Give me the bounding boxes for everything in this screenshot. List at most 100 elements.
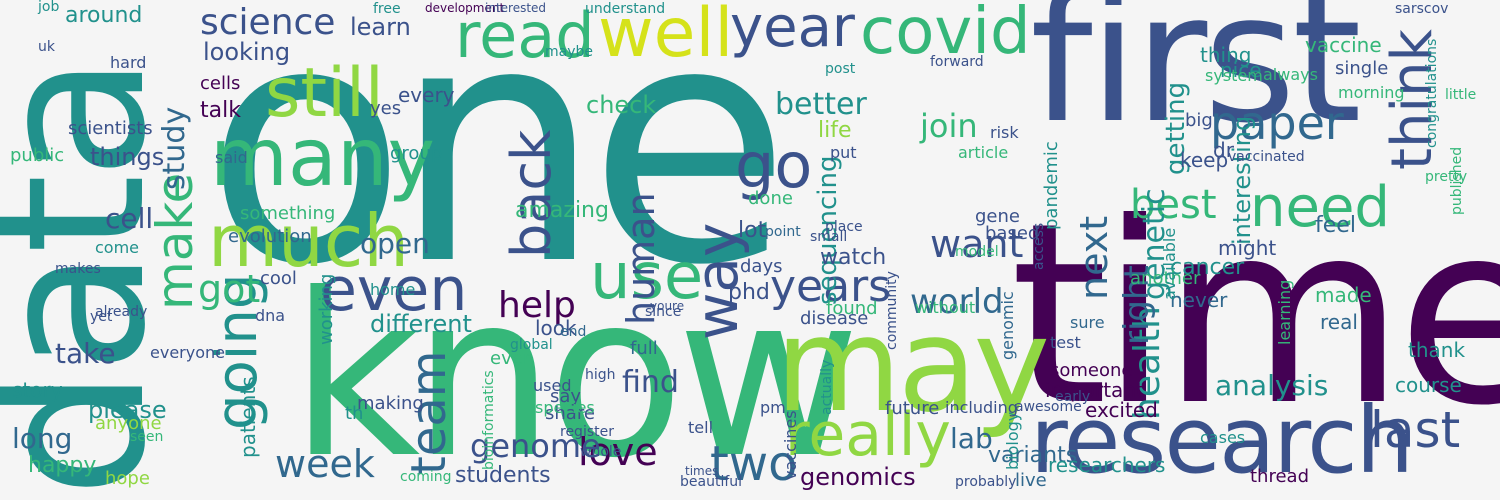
word-made: made (1315, 283, 1372, 307)
word-covid: covid (860, 0, 1031, 69)
word-uk: uk (38, 39, 55, 55)
word-researchers: researchers (1048, 453, 1166, 477)
word-love: love (578, 430, 658, 474)
word-point: point (765, 224, 801, 240)
word-genomics: genomics (800, 463, 916, 491)
word-patients: patients (236, 376, 260, 458)
word-awesome: awesome (1015, 399, 1082, 415)
word-anyone: anyone (95, 413, 162, 434)
word-th: th (345, 403, 364, 424)
word-makes: makes (55, 261, 101, 277)
word-available: available (1160, 227, 1179, 300)
word-variants: variants (988, 443, 1078, 468)
word-still: still (265, 54, 384, 133)
word-talk: talk (200, 98, 241, 123)
word-risk: risk (990, 123, 1019, 142)
word-lab: lab (950, 422, 993, 455)
word-world: world (910, 282, 1004, 322)
word-pandemic: pandemic (1041, 141, 1062, 230)
word-done: done (748, 188, 793, 209)
word-live: live (1015, 470, 1047, 491)
word-times: times (685, 464, 719, 478)
word-yes: yes (370, 98, 402, 119)
word-thing: thing (1200, 43, 1252, 67)
word-story: story (12, 378, 63, 402)
word-species: species (535, 398, 595, 417)
word-article: article (958, 143, 1009, 162)
word-said: said (215, 148, 248, 167)
word-around: around (65, 3, 143, 28)
word-big: big (1185, 110, 1213, 131)
word-really: really (785, 400, 951, 470)
word-take: take (55, 337, 116, 370)
word-found: found (826, 298, 878, 319)
word-different: different (370, 310, 472, 338)
word-life: life (818, 118, 852, 143)
word-hard: hard (110, 53, 147, 72)
word-community: community (884, 271, 900, 350)
word-post: post (825, 61, 856, 77)
word-early: early (1055, 389, 1091, 405)
word-high: high (585, 367, 616, 383)
word-dr: dr (1213, 138, 1234, 162)
word-one: one (205, 0, 791, 337)
word-making: making (357, 393, 424, 414)
word-vaccine: vaccine (1305, 33, 1382, 57)
word-genomic: genomic (998, 291, 1017, 360)
word-single: single (1335, 58, 1389, 79)
word-real: real (1320, 310, 1358, 334)
word-learning: learning (1275, 279, 1294, 345)
word-study: study (157, 106, 192, 190)
word-system: system (1205, 66, 1263, 85)
word-scientists: scientists (68, 118, 153, 139)
word-pretty: pretty (1425, 169, 1468, 185)
word-science: science (200, 2, 336, 43)
word-excited: excited (1085, 398, 1158, 422)
word-published: published (1449, 146, 1465, 215)
word-even: even (320, 255, 468, 325)
word-two: two (710, 436, 798, 492)
word-biology: biology (1003, 411, 1022, 470)
word-hope: hope (105, 468, 150, 489)
word-another: another (1130, 268, 1201, 289)
word-vaccinated: vaccinated (1228, 149, 1305, 165)
word-make: make (146, 172, 204, 310)
word-end: end (560, 324, 587, 340)
word-small: small (810, 229, 848, 245)
word-find: find (622, 365, 679, 400)
word-watch: watch (820, 245, 887, 270)
word-cell: cell (105, 202, 154, 235)
word-since: since (645, 304, 682, 320)
word-best: best (1130, 182, 1217, 228)
word-everyone: everyone (150, 343, 225, 362)
word-last: last (1370, 401, 1461, 459)
word-place: place (825, 219, 863, 235)
word-look: look (535, 316, 577, 340)
word-week: week (275, 442, 375, 486)
word-without: without (915, 298, 976, 317)
word-gene: gene (975, 206, 1020, 227)
word-sarscov: sarscov (1395, 1, 1449, 17)
word-thank: thank (1408, 338, 1466, 362)
word-may: may (775, 289, 1050, 441)
word-already: already (95, 304, 148, 320)
word-understand: understand (585, 1, 666, 17)
word-keep: keep (1180, 148, 1229, 172)
word-looking: looking (203, 38, 291, 66)
word-test: test (1050, 333, 1081, 352)
word-beautiful: beautiful (680, 474, 743, 490)
word-always: always (1263, 65, 1318, 84)
word-home: home (370, 280, 416, 299)
word-something: something (240, 203, 336, 224)
word-learn: learn (350, 13, 411, 41)
word-coming: coming (400, 469, 452, 485)
word-important: important (1045, 378, 1144, 402)
word-someone: someone (1050, 360, 1133, 381)
word-lot: lot (738, 218, 767, 243)
word-amazing: amazing (515, 198, 609, 223)
word-youre: youre (650, 299, 685, 313)
word-working: working (316, 273, 337, 345)
word-full: full (630, 338, 658, 359)
word-group: group (390, 143, 443, 164)
